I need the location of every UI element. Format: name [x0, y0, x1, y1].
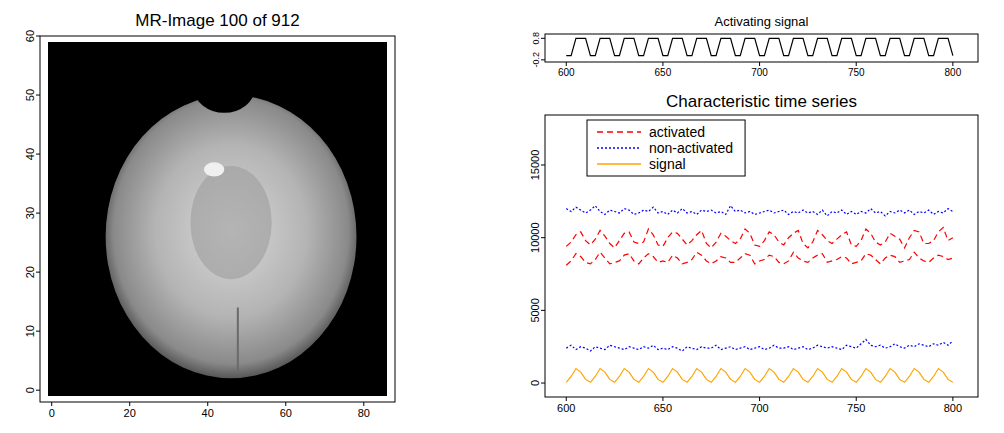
x-tick-label: 650: [654, 402, 672, 414]
y-tick: [541, 38, 545, 39]
legend-box: [587, 120, 745, 176]
x-tick-label: 700: [750, 402, 768, 414]
x-tick-label: 40: [202, 407, 214, 419]
x-tick: [662, 62, 663, 66]
y-tick-label: 10: [24, 325, 36, 337]
x-tick: [662, 397, 663, 401]
x-tick: [363, 402, 364, 406]
image-background: [48, 42, 387, 396]
brain-bright: [204, 162, 224, 176]
y-tick-label: 20: [24, 266, 36, 278]
x-tick-label: 800: [944, 402, 962, 414]
x-tick-label: 600: [557, 402, 575, 414]
y-tick-label: 0.8: [531, 32, 541, 45]
x-tick-label: 60: [280, 407, 292, 419]
title: Activating signal: [715, 14, 809, 29]
series-line: [566, 252, 953, 265]
x-tick: [952, 397, 953, 401]
figure: MR-Image 100 of 912020406080010203040506…: [0, 0, 1004, 433]
x-tick-label: 700: [751, 67, 768, 78]
x-tick: [51, 402, 52, 406]
series-line: [566, 339, 953, 351]
legend-label: activated: [649, 124, 705, 140]
x-tick: [129, 402, 130, 406]
x-tick: [856, 397, 857, 401]
frame: [40, 36, 395, 402]
legend-swatch: [597, 163, 641, 164]
title: MR-Image 100 of 912: [135, 11, 299, 30]
x-tick: [759, 397, 760, 401]
x-tick-label: 650: [655, 67, 672, 78]
series-line: [566, 228, 953, 248]
y-tick: [36, 36, 40, 37]
x-tick-label: 600: [558, 67, 575, 78]
x-tick: [207, 402, 208, 406]
y-tick: [36, 272, 40, 273]
legend-label: non-activated: [649, 140, 733, 156]
y-tick-label: 60: [24, 30, 36, 42]
y-tick: [541, 310, 545, 311]
y-tick: [541, 237, 545, 238]
x-tick-label: 750: [847, 402, 865, 414]
y-tick-label: 15000: [529, 150, 541, 181]
brain: [106, 95, 357, 378]
x-tick: [952, 62, 953, 66]
plot-area: [566, 206, 953, 383]
title: Characteristic time series: [666, 92, 857, 111]
frame: [545, 34, 978, 62]
legend: activatednon-activatedsignal: [587, 120, 745, 176]
y-tick: [541, 165, 545, 166]
y-tick-label: 50: [24, 89, 36, 101]
y-tick: [36, 95, 40, 96]
y-tick-label: 0: [529, 380, 541, 386]
y-tick-label: 5000: [529, 298, 541, 322]
y-tick: [36, 331, 40, 332]
x-tick: [566, 62, 567, 66]
legend-swatch: [597, 131, 641, 132]
plot-area: [48, 42, 387, 396]
brain-fissure: [237, 308, 239, 372]
panel: MR-Image 100 of 912 0 20 40 60 80 0 10 20 30 40 50 6…: [24, 11, 395, 419]
frame: [545, 115, 978, 397]
x-tick-label: 750: [848, 67, 865, 78]
x-tick: [759, 62, 760, 66]
y-tick-label: 30: [24, 207, 36, 219]
y-tick-label: 40: [24, 148, 36, 160]
series-line: [566, 38, 953, 55]
y-tick: [36, 390, 40, 391]
y-tick-label: 0: [24, 387, 36, 393]
y-tick: [541, 383, 545, 384]
y-tick-label: -0.2: [531, 52, 541, 68]
series-line: [566, 206, 953, 216]
x-tick: [285, 402, 286, 406]
panel: Activating signal 600 650 700 750 800 -0.2 0.8: [531, 14, 978, 78]
plot-area: [566, 38, 953, 55]
legend-label: signal: [649, 156, 686, 172]
legend-swatch: [597, 147, 641, 148]
x-tick-label: 0: [49, 407, 55, 419]
y-tick: [36, 213, 40, 214]
x-tick-label: 800: [945, 67, 962, 78]
brain-notch: [194, 63, 255, 113]
x-tick: [856, 62, 857, 66]
x-tick-label: 80: [358, 407, 370, 419]
y-tick: [541, 59, 545, 60]
x-tick-label: 20: [124, 407, 136, 419]
brain-center: [190, 166, 271, 279]
x-tick: [566, 397, 567, 401]
y-tick: [36, 154, 40, 155]
y-tick-label: 10000: [529, 222, 541, 253]
series-line: [566, 369, 953, 383]
panel: Characteristic time series 600 650 700 750 80…: [529, 92, 978, 414]
